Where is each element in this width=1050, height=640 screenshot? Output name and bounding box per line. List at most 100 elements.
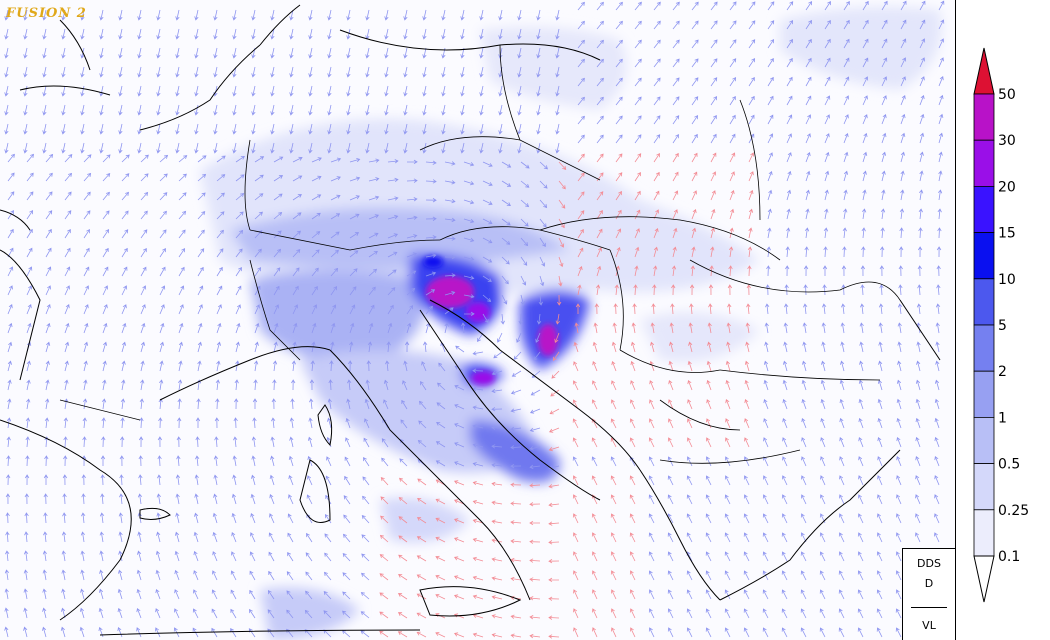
colorbar-segment bbox=[973, 139, 995, 187]
wind-arrow bbox=[270, 47, 275, 59]
wind-arrow bbox=[820, 437, 826, 448]
wind-arrow bbox=[919, 151, 924, 163]
wind-arrow bbox=[42, 550, 48, 562]
wind-arrow bbox=[346, 104, 351, 116]
wind-arrow bbox=[269, 493, 275, 505]
wind-arrow bbox=[821, 360, 826, 372]
wind-arrow bbox=[404, 341, 410, 353]
wind-arrow bbox=[897, 322, 902, 334]
wind-arrow bbox=[877, 532, 883, 543]
wind-arrow bbox=[539, 256, 546, 267]
wind-arrow bbox=[805, 19, 812, 30]
wind-arrow bbox=[877, 494, 883, 505]
wind-arrow bbox=[273, 230, 282, 239]
wind-arrow bbox=[596, 20, 604, 30]
wind-arrow bbox=[381, 457, 389, 467]
wind-arrow bbox=[615, 190, 622, 201]
wind-arrow bbox=[287, 513, 294, 524]
wind-arrow bbox=[491, 388, 503, 394]
wind-arrow bbox=[327, 47, 332, 59]
wind-arrow bbox=[918, 208, 923, 220]
wind-arrow bbox=[327, 85, 332, 97]
wind-arrow bbox=[548, 446, 560, 452]
wind-arrow bbox=[801, 417, 807, 429]
wind-arrow bbox=[157, 436, 163, 448]
weather-map[interactable]: FUSION 2 DDS D VL bbox=[0, 0, 956, 640]
wind-arrow bbox=[672, 20, 680, 30]
wind-arrow bbox=[691, 1, 699, 11]
wind-arrow bbox=[572, 380, 579, 391]
wind-arrow bbox=[4, 47, 9, 59]
wind-arrow bbox=[552, 351, 560, 361]
wind-arrow bbox=[454, 404, 465, 410]
wind-arrow bbox=[346, 85, 351, 97]
wind-arrow bbox=[529, 446, 541, 451]
wind-arrow bbox=[881, 95, 887, 106]
wind-arrow bbox=[707, 322, 712, 334]
wind-arrow bbox=[629, 551, 636, 562]
wind-arrow bbox=[573, 608, 579, 619]
wind-arrow bbox=[767, 76, 774, 87]
wind-arrow bbox=[342, 610, 351, 619]
wind-arrow bbox=[482, 199, 493, 206]
wind-arrow bbox=[841, 284, 846, 296]
wind-arrow bbox=[938, 57, 944, 68]
legend-box: DDS D VL bbox=[902, 548, 955, 640]
wind-arrow bbox=[323, 571, 332, 581]
wind-arrow bbox=[653, 246, 659, 258]
wind-arrow bbox=[214, 436, 219, 448]
wind-arrow bbox=[194, 474, 199, 486]
wind-arrow bbox=[498, 85, 503, 97]
wind-arrow bbox=[121, 229, 129, 239]
wind-arrow bbox=[648, 475, 655, 486]
wind-arrow bbox=[574, 322, 579, 334]
wind-arrow bbox=[895, 608, 902, 619]
wind-arrow bbox=[441, 104, 446, 116]
wind-arrow bbox=[634, 20, 642, 30]
wind-arrow bbox=[305, 590, 313, 600]
wind-arrow bbox=[672, 58, 680, 68]
wind-arrow bbox=[801, 379, 807, 391]
wind-arrow bbox=[632, 303, 637, 315]
wind-arrow bbox=[573, 589, 579, 600]
wind-arrow bbox=[212, 531, 218, 543]
coast-uk-south bbox=[19, 85, 111, 96]
wind-arrow bbox=[936, 284, 941, 296]
wind-arrow bbox=[308, 417, 313, 429]
wind-arrow bbox=[729, 58, 737, 68]
wind-arrow bbox=[800, 589, 807, 600]
wind-arrow bbox=[416, 612, 427, 619]
wind-arrow bbox=[689, 303, 694, 315]
wind-arrow bbox=[876, 551, 883, 562]
wind-arrow bbox=[305, 552, 313, 562]
wind-arrow bbox=[555, 142, 560, 154]
wind-arrow bbox=[7, 360, 12, 372]
wind-arrow bbox=[819, 627, 826, 638]
wind-arrow bbox=[23, 85, 28, 97]
wind-arrow bbox=[102, 341, 108, 353]
wind-arrow bbox=[460, 142, 465, 154]
wind-arrow bbox=[577, 115, 585, 125]
wind-arrow bbox=[383, 399, 389, 410]
wind-arrow bbox=[572, 456, 579, 467]
wind-arrow bbox=[653, 153, 660, 163]
wind-arrow bbox=[630, 627, 636, 638]
wind-arrow bbox=[881, 57, 888, 68]
wind-arrow bbox=[648, 551, 655, 562]
wind-arrow bbox=[435, 498, 446, 505]
wind-arrow bbox=[610, 532, 617, 543]
wind-arrow bbox=[212, 551, 218, 562]
wind-arrow bbox=[64, 210, 72, 220]
wind-arrow bbox=[763, 360, 769, 372]
wind-arrow bbox=[289, 417, 295, 429]
wind-arrow bbox=[232, 104, 237, 116]
wind-arrow bbox=[25, 436, 30, 448]
wind-arrow bbox=[387, 233, 399, 239]
wind-arrow bbox=[326, 456, 332, 467]
wind-arrow bbox=[767, 95, 774, 106]
wind-arrow bbox=[784, 284, 789, 296]
wind-arrow bbox=[406, 178, 418, 183]
wind-arrow bbox=[786, 114, 793, 125]
wind-arrow bbox=[61, 569, 66, 581]
wind-arrow bbox=[288, 455, 294, 467]
